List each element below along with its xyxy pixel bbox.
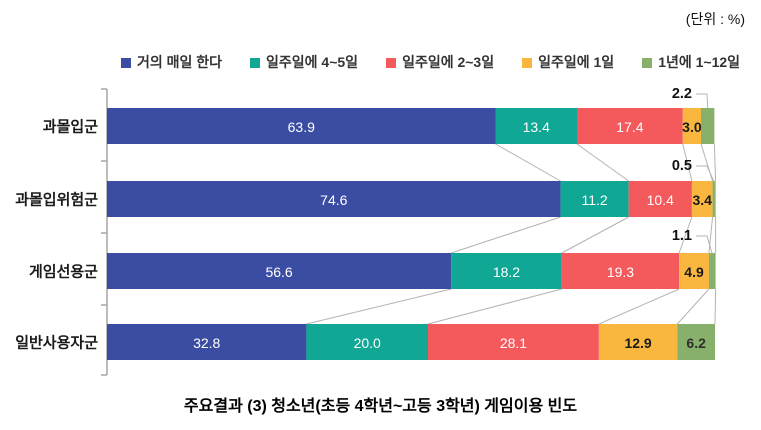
legend-label: 거의 매일 한다 — [136, 54, 223, 70]
bar-value-label: 18.2 — [493, 264, 520, 280]
bar-value-label: 13.4 — [523, 119, 550, 135]
unit-label: (단위 : %) — [685, 11, 745, 27]
bar-value-label: 11.2 — [582, 192, 608, 208]
bar-segment-과몰입위험군-s2 — [628, 181, 692, 217]
bar-value-label: 32.8 — [193, 335, 220, 351]
bar-segment-게임선용군-s1 — [451, 253, 562, 289]
category-label: 과몰입위험군 — [15, 192, 98, 209]
bar-value-label: 4.9 — [684, 264, 704, 280]
bar-value-label: 63.9 — [288, 119, 315, 135]
bar-value-label: 20.0 — [354, 335, 381, 351]
bar-segment-과몰입군-s1 — [495, 108, 577, 144]
bar-value-label: 3.0 — [682, 119, 702, 135]
connector-line — [306, 288, 452, 325]
legend-swatch-icon — [250, 57, 261, 68]
callout-line — [696, 165, 715, 183]
connector-line — [598, 288, 680, 325]
bar-value-label: 28.1 — [500, 335, 527, 351]
callout-line — [696, 235, 713, 255]
bar-value-label: 19.3 — [607, 264, 634, 280]
legend-item-0: 거의 매일 한다 — [120, 52, 223, 72]
bar-segment-일반사용자군-s4 — [677, 324, 715, 360]
connector-line — [708, 216, 714, 254]
category-label: 과몰입군 — [43, 119, 98, 136]
bar-segment-일반사용자군-s1 — [306, 324, 429, 360]
callout-value-label: 0.5 — [672, 158, 692, 174]
connector-line — [713, 143, 717, 182]
connector-line — [450, 216, 561, 254]
bar-segment-과몰입군-s0 — [107, 108, 496, 144]
bar-segment-과몰입위험군-s1 — [560, 181, 629, 217]
bar-segment-게임선용군-s4 — [708, 253, 716, 289]
legend-label: 1년에 1~12일 — [658, 54, 741, 70]
legend-item-3: 일주일에 1일 — [522, 52, 614, 72]
bar-segment-일반사용자군-s3 — [598, 324, 678, 360]
bar-value-label: 17.4 — [616, 119, 643, 135]
bar-segment-과몰입위험군-s3 — [691, 181, 713, 217]
connector-line — [427, 288, 562, 325]
callout-line — [696, 93, 709, 110]
bar-value-label: 6.2 — [686, 335, 706, 351]
category-label: 게임선용군 — [29, 264, 98, 281]
connector-line — [676, 288, 710, 325]
bar-segment-과몰입군-s2 — [576, 108, 683, 144]
connector-line — [576, 143, 629, 182]
bar-segment-게임선용군-s2 — [561, 253, 680, 289]
legend-label: 일주일에 1일 — [538, 54, 615, 70]
bar-segment-과몰입위험군-s4 — [712, 181, 716, 217]
legend-label: 일주일에 4~5일 — [266, 54, 359, 70]
bar-value-label: 10.4 — [647, 192, 674, 208]
bar-value-label: 74.6 — [320, 192, 347, 208]
bar-segment-과몰입군-s4 — [701, 108, 715, 144]
callout-value-label: 2.2 — [672, 86, 692, 102]
connector-line — [714, 288, 717, 325]
category-label: 일반사용자군 — [15, 335, 98, 352]
connector-line — [682, 143, 693, 182]
legend-swatch-icon — [386, 57, 397, 68]
legend-item-1: 일주일에 4~5일 — [250, 52, 358, 72]
bar-value-label: 56.6 — [265, 264, 292, 280]
legend: 거의 매일 한다 일주일에 4~5일 일주일에 2~3일 일주일에 1일 1년에 1~1… — [100, 52, 761, 72]
bar-segment-게임선용군-s3 — [679, 253, 709, 289]
legend-swatch-icon — [522, 57, 533, 68]
legend-item-2: 일주일에 2~3일 — [386, 52, 494, 72]
chart-caption: 주요결과 (3) 청소년(초등 4학년~고등 3학년) 게임이용 빈도 — [183, 398, 578, 415]
bar-segment-일반사용자군-s0 — [107, 324, 307, 360]
legend-swatch-icon — [642, 57, 653, 68]
connector-line — [678, 216, 693, 254]
bar-value-label: 3.4 — [692, 192, 712, 208]
legend-label: 일주일에 2~3일 — [402, 54, 495, 70]
connector-line — [561, 216, 629, 254]
legend-swatch-icon — [120, 57, 131, 68]
legend-item-4: 1년에 1~12일 — [642, 52, 740, 72]
connector-line — [495, 143, 561, 182]
bar-value-label: 12.9 — [624, 335, 651, 351]
bar-segment-과몰입위험군-s0 — [107, 181, 561, 217]
bar-segment-과몰입군-s3 — [682, 108, 702, 144]
callout-value-label: 1.1 — [672, 228, 692, 244]
bar-segment-게임선용군-s0 — [107, 253, 452, 289]
bar-segment-일반사용자군-s2 — [428, 324, 599, 360]
